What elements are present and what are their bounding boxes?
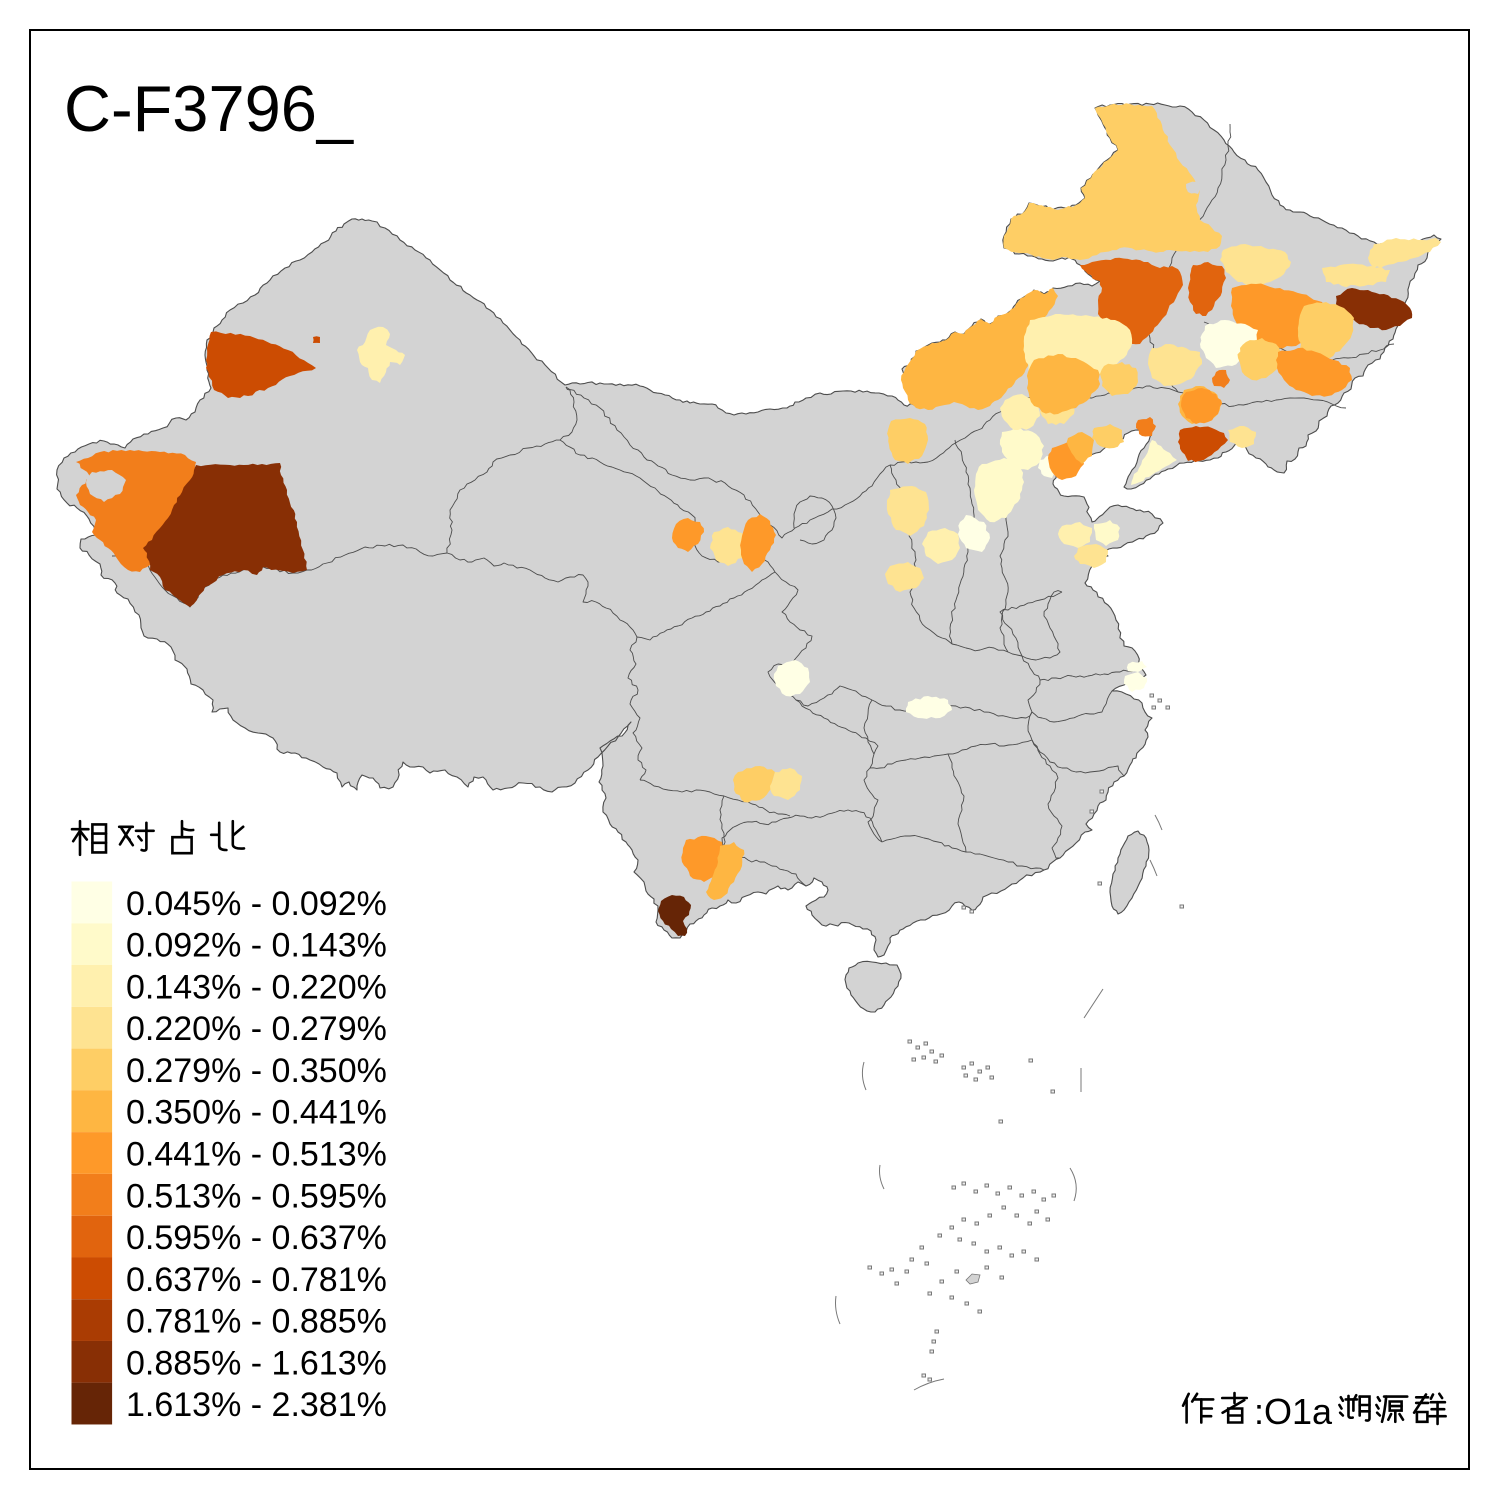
svg-text:1.613% - 2.381%: 1.613% - 2.381% xyxy=(126,1386,387,1424)
svg-text:0.350% - 0.441%: 0.350% - 0.441% xyxy=(126,1094,387,1132)
svg-text:0.045% - 0.092%: 0.045% - 0.092% xyxy=(126,885,387,923)
svg-text:0.781% - 0.885%: 0.781% - 0.885% xyxy=(126,1303,387,1341)
svg-text:0.220% - 0.279%: 0.220% - 0.279% xyxy=(126,1010,387,1048)
svg-text:0.885% - 1.613%: 0.885% - 1.613% xyxy=(126,1344,387,1382)
svg-text:0.092% - 0.143%: 0.092% - 0.143% xyxy=(126,927,387,965)
svg-text:0.595% - 0.637%: 0.595% - 0.637% xyxy=(126,1219,387,1257)
svg-text::O1a: :O1a xyxy=(1254,1391,1333,1432)
svg-text:0.441% - 0.513%: 0.441% - 0.513% xyxy=(126,1136,387,1174)
svg-text:0.513% - 0.595%: 0.513% - 0.595% xyxy=(126,1177,387,1215)
svg-text:0.143% - 0.220%: 0.143% - 0.220% xyxy=(126,968,387,1006)
svg-text:0.637% - 0.781%: 0.637% - 0.781% xyxy=(126,1261,387,1299)
svg-text:C-F3796_: C-F3796_ xyxy=(64,72,354,145)
svg-text:0.279% - 0.350%: 0.279% - 0.350% xyxy=(126,1052,387,1090)
